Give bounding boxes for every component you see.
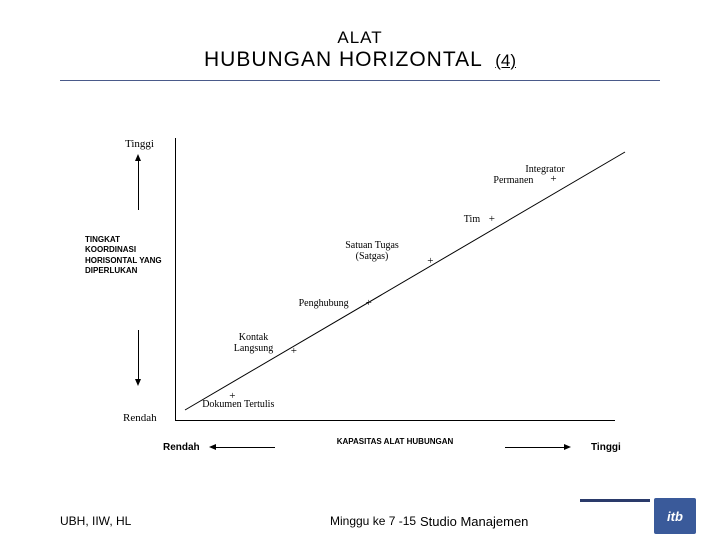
y-axis-title: TINGKAT KOORDINASI HORISONTAL YANG DIPER…	[85, 235, 165, 277]
x-arrow-left-icon	[215, 447, 275, 448]
data-point-marker: +	[366, 297, 372, 309]
footer-authors: UBH, IIW, HL	[60, 514, 131, 528]
x-axis-low-label: Rendah	[163, 442, 200, 453]
slide-footer: UBH, IIW, HL Minggu ke 7 -15 Studio Mana…	[0, 502, 720, 540]
slide-title: ALAT HUBUNGAN HORIZONTAL (4)	[0, 28, 720, 72]
title-line2: HUBUNGAN HORIZONTAL	[204, 48, 483, 71]
data-point-marker: +	[427, 255, 433, 267]
data-point-label: Dokumen Tertulis	[202, 399, 274, 410]
diagonal-line	[175, 138, 705, 420]
x-arrow-right-icon	[505, 447, 565, 448]
y-axis-low-label: Rendah	[123, 412, 157, 424]
data-point-label: IntegratorPermanen	[493, 164, 564, 186]
footer-week: Minggu ke 7 -15	[330, 514, 416, 528]
data-point-label: Satuan Tugas(Satgas)	[345, 240, 399, 262]
x-axis	[175, 420, 615, 421]
y-axis-high-label: Tinggi	[125, 138, 154, 150]
y-axis	[175, 138, 176, 420]
data-point-marker: +	[291, 345, 297, 357]
x-axis-title: KAPASITAS ALAT HUBUNGAN	[335, 437, 455, 447]
footer-course: Studio Manajemen	[420, 514, 528, 529]
data-point-marker: +	[489, 213, 495, 225]
title-line1: ALAT	[0, 28, 720, 48]
y-arrow-down-icon	[138, 330, 139, 380]
data-point-label: KontakLangsung	[234, 332, 273, 354]
title-number: (4)	[495, 51, 516, 70]
y-arrow-up-icon	[138, 160, 139, 210]
data-point-label: Tim	[464, 214, 480, 225]
data-point-label: Penghubung	[299, 298, 349, 309]
logo-text: itb	[667, 509, 683, 524]
coordination-chart: Tinggi Rendah TINGKAT KOORDINASI HORISON…	[85, 120, 640, 460]
x-axis-high-label: Tinggi	[591, 442, 621, 453]
title-rule	[60, 80, 660, 81]
institution-logo: itb	[654, 498, 696, 534]
